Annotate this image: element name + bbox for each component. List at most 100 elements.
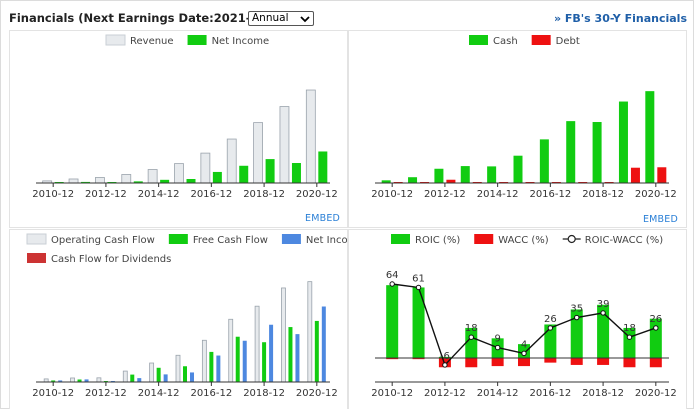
bar-net-income-2019 [295,334,300,382]
x-tick-label: 2018-12 [243,388,285,399]
bar-cash-2017 [566,121,576,183]
period-select[interactable]: Annual [248,11,314,26]
legend-swatch [187,35,207,45]
legend-label: Net Income [306,235,349,246]
x-tick-label: 2018-12 [243,189,285,200]
point-roic-minus-wacc-2020 [653,325,659,331]
point-roic-minus-wacc-2012 [442,362,448,368]
bar-net-income-2015 [186,179,196,183]
bar-roic-2011 [412,287,425,358]
data-label: 35 [570,304,583,315]
legend-swatch [281,234,301,244]
bar-wacc-2010 [386,358,399,360]
bar-net-income-2013 [137,378,142,382]
bar-cash-2014 [487,166,497,183]
legend-swatch [531,35,551,45]
x-tick-label: 2012-12 [424,388,466,399]
legend-label: Debt [556,36,580,47]
legend-label: Cash Flow for Dividends [51,254,171,265]
bar-wacc-2011 [412,358,425,360]
bar-cash-2015 [513,155,523,183]
thirty-year-financials-link[interactable]: » FB's 30-Y Financials [553,12,687,25]
data-label: 61 [412,273,425,284]
bar-roic-2013 [465,327,478,358]
bar-operating-cash-flow-2018 [254,305,260,383]
x-tick-label: 2016-12 [529,189,571,200]
bar-free-cash-flow-2020 [314,320,319,382]
legend-label: Revenue [130,36,174,47]
bar-wacc-2016 [544,358,557,363]
legend-label: ROIC (%) [415,235,460,246]
legend-label: Net Income [212,36,270,47]
bar-operating-cash-flow-2012 [96,377,102,383]
point-roic-minus-wacc-2011 [415,284,422,291]
x-tick-label: 2020-12 [635,189,677,200]
x-tick-label: 2010-12 [371,189,413,200]
point-roic-minus-wacc-2014 [494,344,501,351]
balance-chart: Cash Debt 2010-12 2012-12 2014-12 2016-12 2018… [371,35,677,200]
legend-label: ROIC-WACC (%) [585,235,664,246]
bar-wacc-2017 [570,358,583,365]
bar-revenue-2012 [95,177,105,184]
bar-operating-cash-flow-2014 [149,362,155,383]
panel-balance: Cash Debt 2010-12 2012-12 2014-12 2016-12 2018… [348,30,687,228]
x-tick-label: 2010-12 [32,388,74,399]
bar-cash-2011 [408,177,418,183]
bar-cash-2013 [460,166,470,183]
bar-roic-2017 [570,309,583,358]
bar-cash-2019 [618,101,628,183]
bar-net-income-2020 [318,151,328,183]
bar-cash-2012 [434,168,444,183]
bar-net-income-2020 [321,306,326,382]
bar-free-cash-flow-2011 [77,379,82,382]
cashflow-chart: Operating Cash Flow Free Cash Flow Net Inc… [26,233,349,399]
legend-label: Cash [493,36,518,47]
embed-link[interactable]: EMBED [305,213,341,224]
bar-net-income-2011 [81,181,91,183]
x-tick-label: 2016-12 [190,189,232,200]
bar-free-cash-flow-2019 [288,327,293,382]
point-roic-minus-wacc-2010 [389,281,395,287]
data-label: 18 [465,323,478,334]
bar-net-income-2014 [163,374,168,382]
widget-header: Financials (Next Earnings Date:2021-10-2… [1,1,694,31]
panel-income: Revenue Net Income 2010-12 2012-12 2014-12 20… [9,30,348,228]
bar-net-income-2011 [84,379,89,382]
x-tick-label: 2014-12 [138,189,180,200]
point-roic-minus-wacc-2013 [468,334,474,340]
bar-operating-cash-flow-2020 [307,281,313,383]
point-roic-minus-wacc-2018 [600,310,606,316]
bar-cash-2016 [539,139,549,183]
bar-revenue-2011 [68,178,79,184]
bar-free-cash-flow-2018 [262,342,267,382]
legend-marker-swatch [567,234,576,244]
panel-returns: ROIC (%) WACC (%) ROIC-WACC (%) 64 61 -6 18 9 4 2… [348,229,687,409]
bar-net-income-2018 [269,324,274,382]
embed-link[interactable]: EMBED [642,214,678,225]
data-label: 26 [544,314,557,325]
point-roic-minus-wacc-2015 [521,350,527,357]
bar-roic-2018 [597,304,610,358]
x-tick-label: 2014-12 [477,388,519,399]
legend-swatch [105,34,126,46]
x-tick-label: 2020-12 [296,189,338,200]
returns-chart: ROIC (%) WACC (%) ROIC-WACC (%) 64 61 -6 18 9 4 2… [371,234,677,399]
legend-label: WACC (%) [498,235,549,246]
bar-roic-2012 [438,356,451,358]
bar-cash-2018 [592,122,602,183]
x-tick-label: 2010-12 [371,388,413,399]
x-tick-label: 2018-12 [582,189,624,200]
legend-swatch [168,234,188,244]
x-tick-label: 2014-12 [477,189,519,200]
bar-net-income-2016 [212,171,222,183]
bar-debt-2020 [657,167,667,183]
bar-free-cash-flow-2010 [51,380,56,382]
x-tick-label: 2012-12 [424,189,466,200]
bar-revenue-2014 [147,169,158,184]
legend-swatch [469,35,488,45]
bar-net-income-2019 [291,163,301,183]
bar-free-cash-flow-2017 [235,336,240,382]
point-roic-minus-wacc-2019 [626,334,633,340]
bar-roic-2016 [544,324,557,358]
